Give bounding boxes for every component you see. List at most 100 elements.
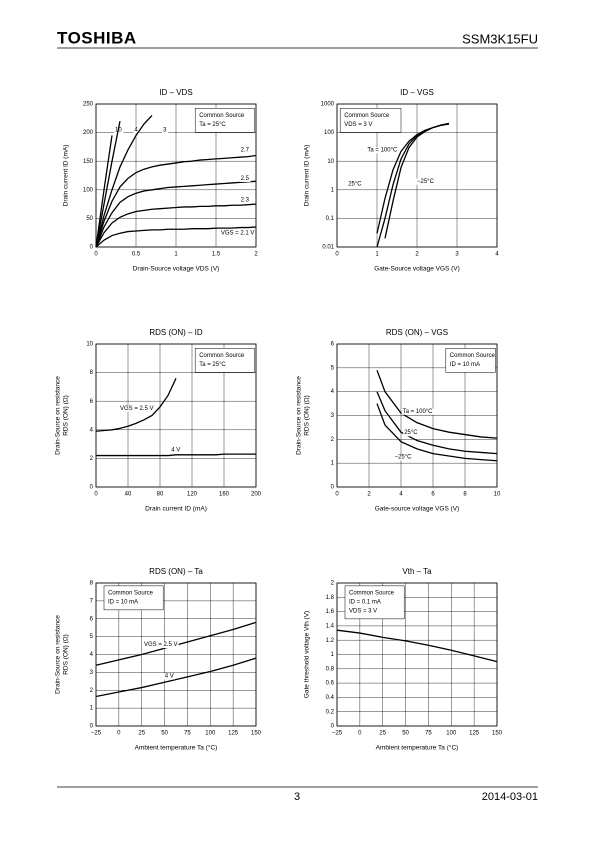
curve-label-bg <box>239 147 251 154</box>
y-tick-label: 1000 <box>321 102 335 108</box>
chart-title: RDS (ON) – ID <box>149 328 203 337</box>
x-axis-label: Drain-Source voltage VDS (V) <box>133 266 220 273</box>
y-tick-label: 3 <box>90 670 94 676</box>
curve-label: −25°C <box>395 455 413 461</box>
y-tick-label: 200 <box>83 130 94 136</box>
y-tick-label: 0.4 <box>326 695 335 701</box>
part-number: SSM3K15FU <box>462 31 538 46</box>
curve <box>376 391 498 455</box>
curve-label: VGS = 2.1 V <box>221 230 255 236</box>
annotation: ID = 10 mA <box>450 362 480 368</box>
y-tick-label: 0.01 <box>322 245 334 251</box>
y-tick-label: 1.4 <box>326 623 335 629</box>
annotation: Common Source <box>108 590 154 596</box>
chart: ID – VDS Drain-Source voltage VDS (V) Drai… <box>63 88 259 273</box>
curve-label: VGS = 2.5 V <box>120 406 154 412</box>
y-tick-label: 5 <box>331 365 335 371</box>
annotation: Ta = 25°C <box>199 122 226 128</box>
chart-title: ID – VDS <box>159 88 192 97</box>
y-tick-label: 6 <box>90 399 94 405</box>
y-tick-label: 250 <box>83 102 94 108</box>
curve-label: 2.3 <box>241 197 250 203</box>
curve-label: 4 V <box>165 674 174 680</box>
y-tick-label: 0 <box>90 245 94 251</box>
annotation: ID = 0.1 mA <box>349 599 381 605</box>
annotation: ID = 10 mA <box>108 599 138 605</box>
x-tick-label: 50 <box>402 731 409 737</box>
curve-label-bg <box>239 197 251 204</box>
x-axis-label: Drain current ID (mA) <box>145 506 207 513</box>
x-tick-label: 200 <box>251 492 262 498</box>
x-tick-label: 150 <box>492 731 503 737</box>
x-tick-label: 125 <box>228 731 239 737</box>
y-axis-label: Gate threshold voltage Vth (V) <box>304 611 311 698</box>
y-tick-label: 100 <box>324 130 335 136</box>
x-tick-label: 0 <box>117 731 121 737</box>
y-tick-label: 2 <box>331 437 335 443</box>
chart-title: RDS (ON) – VGS <box>386 328 448 337</box>
annotation: VDS = 3 V <box>344 122 372 128</box>
curve <box>95 180 257 248</box>
annotation: Common Source <box>199 353 245 359</box>
curve <box>384 122 450 239</box>
annotation: Common Source <box>349 590 395 596</box>
curve-label-bg <box>416 178 436 185</box>
x-tick-label: 80 <box>157 492 164 498</box>
x-tick-label: 0.5 <box>132 252 141 258</box>
curve-label: Ta = 100°C <box>367 147 398 153</box>
y-tick-label: 0 <box>90 485 94 491</box>
x-tick-label: 4 <box>495 252 499 258</box>
y-tick-label: 1 <box>331 187 335 193</box>
curve-label-bg <box>133 127 140 134</box>
x-tick-label: 2 <box>254 252 258 258</box>
x-tick-label: 2 <box>415 252 419 258</box>
y-tick-label: 3 <box>331 413 335 419</box>
y-tick-label: 4 <box>90 652 94 658</box>
curve-label-bg <box>393 454 414 461</box>
y-axis-label: Drain current ID (mA) <box>63 145 70 207</box>
brand: TOSHIBA <box>57 28 137 47</box>
y-axis-label: Drain current ID (mA) <box>304 145 311 207</box>
y-tick-label: 10 <box>86 342 93 348</box>
x-tick-label: 0 <box>335 492 339 498</box>
curve <box>96 453 256 457</box>
annotation-box <box>339 108 402 133</box>
y-tick-label: 1 <box>90 706 94 712</box>
x-tick-label: 1.5 <box>212 252 221 258</box>
y-tick-label: 4 <box>90 427 94 433</box>
y-tick-label: 1 <box>331 461 335 467</box>
curve <box>95 657 257 698</box>
curve-label-bg <box>239 175 251 182</box>
y-tick-label: 0 <box>331 724 335 730</box>
y-tick-label: 4 <box>331 389 335 395</box>
x-tick-label: 100 <box>205 731 216 737</box>
chart-title: ID – VGS <box>400 88 434 97</box>
curve-label-bg <box>401 408 435 415</box>
curve-label-bg <box>162 127 169 134</box>
curve-label: Ta = 100°C <box>403 409 434 415</box>
x-axis-label: Ambient temperature Ta (°C) <box>135 744 218 752</box>
y-tick-label: 1 <box>331 652 335 658</box>
annotation: Common Source <box>199 113 245 119</box>
annotation-box <box>194 108 255 133</box>
curve-label-bg <box>119 405 155 412</box>
curve <box>95 114 153 248</box>
y-tick-label: 1.6 <box>326 609 335 615</box>
x-tick-label: 8 <box>463 492 467 498</box>
x-tick-label: 0 <box>358 731 362 737</box>
curve <box>336 629 498 663</box>
curve <box>95 378 177 432</box>
curve <box>95 121 121 248</box>
y-axis-label: Drain-Source on resistance <box>55 615 62 694</box>
x-tick-label: 0 <box>94 492 98 498</box>
y-axis-label: RDS (ON) (Ω) <box>63 395 70 436</box>
y-tick-label: 150 <box>83 159 94 165</box>
x-tick-label: 25 <box>138 731 145 737</box>
y-tick-label: 5 <box>90 634 94 640</box>
y-tick-label: 8 <box>90 370 94 376</box>
curve <box>95 203 257 248</box>
curve-label: VGS = 2.5 V <box>144 642 178 648</box>
x-tick-label: −25 <box>332 731 343 737</box>
curve-label-bg <box>403 430 420 437</box>
